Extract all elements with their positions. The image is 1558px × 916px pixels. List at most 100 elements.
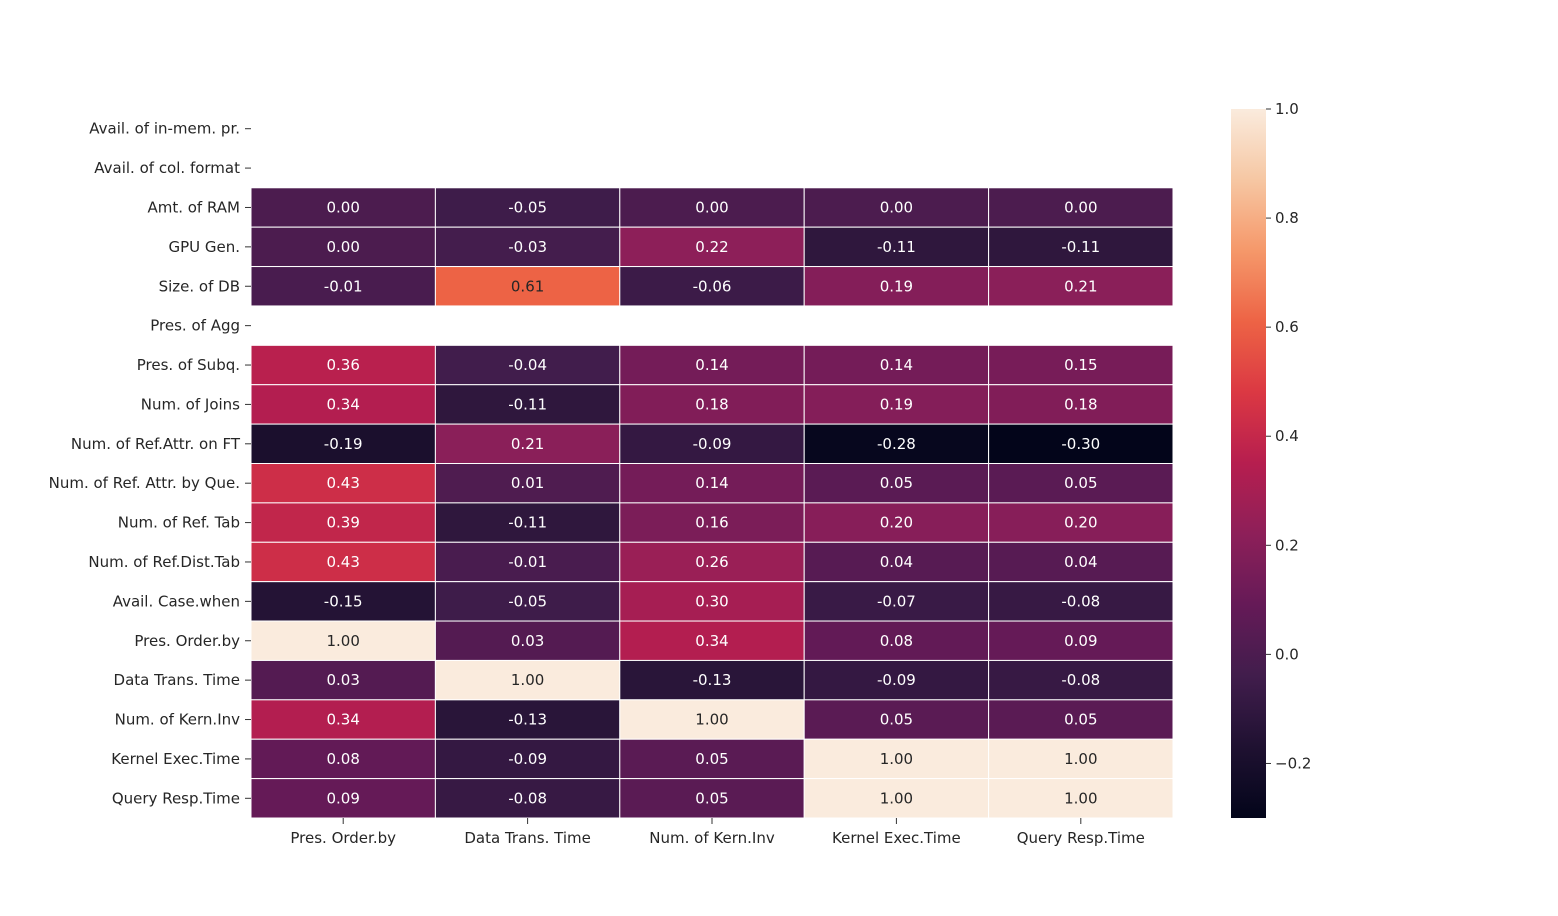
heatmap-cell	[434, 581, 621, 622]
heatmap-cell	[250, 187, 436, 228]
y-tick-label: Num. of Ref.Attr. on FT	[71, 435, 241, 453]
heatmap-cell	[250, 463, 436, 504]
heatmap-cell	[803, 620, 990, 661]
y-tick-label: Num. of Joins	[141, 395, 240, 413]
cell-value-label: -0.04	[508, 356, 547, 374]
colorbar-tick-label: 1.0	[1275, 100, 1299, 118]
cell-value-label: 0.26	[695, 553, 728, 571]
heatmap-cells	[250, 187, 1174, 819]
heatmap-cell	[250, 384, 436, 425]
heatmap-cell	[803, 423, 990, 465]
heatmap-cell	[434, 738, 621, 780]
cell-value-label: 0.18	[695, 395, 728, 413]
heatmap-cell	[803, 778, 990, 819]
cell-value-label: -0.05	[508, 592, 547, 610]
cell-value-label: -0.01	[324, 277, 363, 295]
colorbar-tick-label: 0.6	[1275, 318, 1299, 336]
cell-value-label: 1.00	[695, 711, 728, 729]
cell-value-label: 0.14	[880, 356, 913, 374]
cell-value-label: 0.20	[1064, 514, 1097, 532]
heatmap-cell	[988, 541, 1174, 583]
heatmap-cell	[250, 620, 436, 661]
cell-value-label: 0.00	[326, 198, 359, 216]
cell-value-label: 1.00	[880, 789, 913, 807]
colorbar-tick-label: 0.4	[1275, 427, 1299, 445]
cell-value-label: -0.19	[324, 435, 363, 453]
heatmap-cell	[988, 699, 1174, 740]
cell-value-label: 0.00	[1064, 198, 1097, 216]
heatmap-cell	[434, 541, 621, 583]
heatmap-cell	[250, 581, 436, 622]
cell-value-label: 0.03	[326, 671, 359, 689]
heatmap-cell	[803, 659, 990, 701]
cell-value-label: 0.36	[326, 356, 359, 374]
heatmap-cell	[988, 581, 1174, 622]
heatmap-cell	[619, 226, 805, 268]
cell-value-label: 0.18	[1064, 395, 1097, 413]
x-axis: Pres. Order.by Data Trans. Time Num. of Ke…	[290, 818, 1145, 847]
heatmap-cell	[434, 384, 621, 425]
x-tick-label: Kernel Exec.Time	[832, 829, 961, 847]
colorbar-tick-label: −0.2	[1275, 754, 1311, 772]
y-tick-label: Pres. of Agg	[150, 317, 240, 335]
heatmap-cell	[250, 502, 436, 543]
y-tick-label: Pres. Order.by	[134, 632, 240, 650]
cell-value-label: 0.30	[695, 592, 728, 610]
heatmap-cell	[619, 620, 805, 661]
cell-value-label: -0.03	[508, 238, 547, 256]
heatmap-cell	[803, 502, 990, 543]
heatmap-cell	[803, 187, 990, 228]
heatmap-cell	[988, 226, 1174, 268]
y-tick-label: GPU Gen.	[168, 238, 240, 256]
cell-value-label: 0.14	[695, 356, 728, 374]
cell-value-label: 0.22	[695, 238, 728, 256]
heatmap-cell	[619, 778, 805, 819]
cell-value-label: 0.21	[511, 435, 544, 453]
heatmap-cell	[988, 423, 1174, 465]
heatmap-cell	[988, 384, 1174, 425]
heatmap-cell	[619, 581, 805, 622]
cell-value-label: 0.05	[1064, 474, 1097, 492]
cell-value-label: 0.00	[326, 238, 359, 256]
y-tick-label: Num. of Kern.Inv	[115, 711, 241, 729]
heatmap-cell	[434, 502, 621, 543]
colorbar-tick-label: 0.0	[1275, 645, 1299, 663]
cell-value-label: -0.11	[508, 514, 547, 532]
cell-value-label: 0.05	[880, 474, 913, 492]
cell-value-label: 0.03	[511, 632, 544, 650]
y-tick-label: Data Trans. Time	[114, 671, 240, 689]
cell-value-label: 0.21	[1064, 277, 1097, 295]
cell-value-label: 0.08	[880, 632, 913, 650]
heatmap-cell	[988, 502, 1174, 543]
cell-value-label: -0.13	[508, 711, 547, 729]
colorbar-tick-label: 0.8	[1275, 209, 1299, 227]
cell-value-label: 0.16	[695, 514, 728, 532]
heatmap-cell-labels: 0.00 -0.05 0.00 0.00 0.00 0.00 -0.03 0.22 -0.11 -…	[324, 198, 1100, 807]
y-tick-label: Num. of Ref.Dist.Tab	[88, 553, 240, 571]
x-tick-label: Pres. Order.by	[290, 829, 396, 847]
cell-value-label: 0.43	[326, 474, 359, 492]
cell-value-label: -0.09	[508, 750, 547, 768]
heatmap-cell	[803, 266, 990, 307]
cell-value-label: 1.00	[1064, 750, 1097, 768]
colorbar-tick-label: 0.2	[1275, 536, 1299, 554]
cell-value-label: 0.19	[880, 277, 913, 295]
y-axis: Avail. of in-mem. pr. Avail. of col. form…	[49, 120, 251, 807]
cell-value-label: -0.30	[1061, 435, 1100, 453]
heatmap-cell	[250, 738, 436, 780]
cell-value-label: -0.11	[877, 238, 916, 256]
cell-value-label: -0.11	[508, 395, 547, 413]
x-tick-label: Num. of Kern.Inv	[649, 829, 775, 847]
heatmap-cell	[988, 778, 1174, 819]
cell-value-label: 0.00	[695, 198, 728, 216]
cell-value-label: -0.09	[877, 671, 916, 689]
heatmap-cell	[619, 738, 805, 780]
y-tick-label: Num. of Ref. Attr. by Que.	[49, 474, 240, 492]
heatmap-cell	[619, 187, 805, 228]
colorbar-gradient	[1231, 109, 1266, 818]
cell-value-label: 0.05	[695, 750, 728, 768]
cell-value-label: 1.00	[511, 671, 544, 689]
heatmap-cell	[803, 344, 990, 386]
cell-value-label: 0.05	[695, 789, 728, 807]
cell-value-label: -0.08	[508, 789, 547, 807]
